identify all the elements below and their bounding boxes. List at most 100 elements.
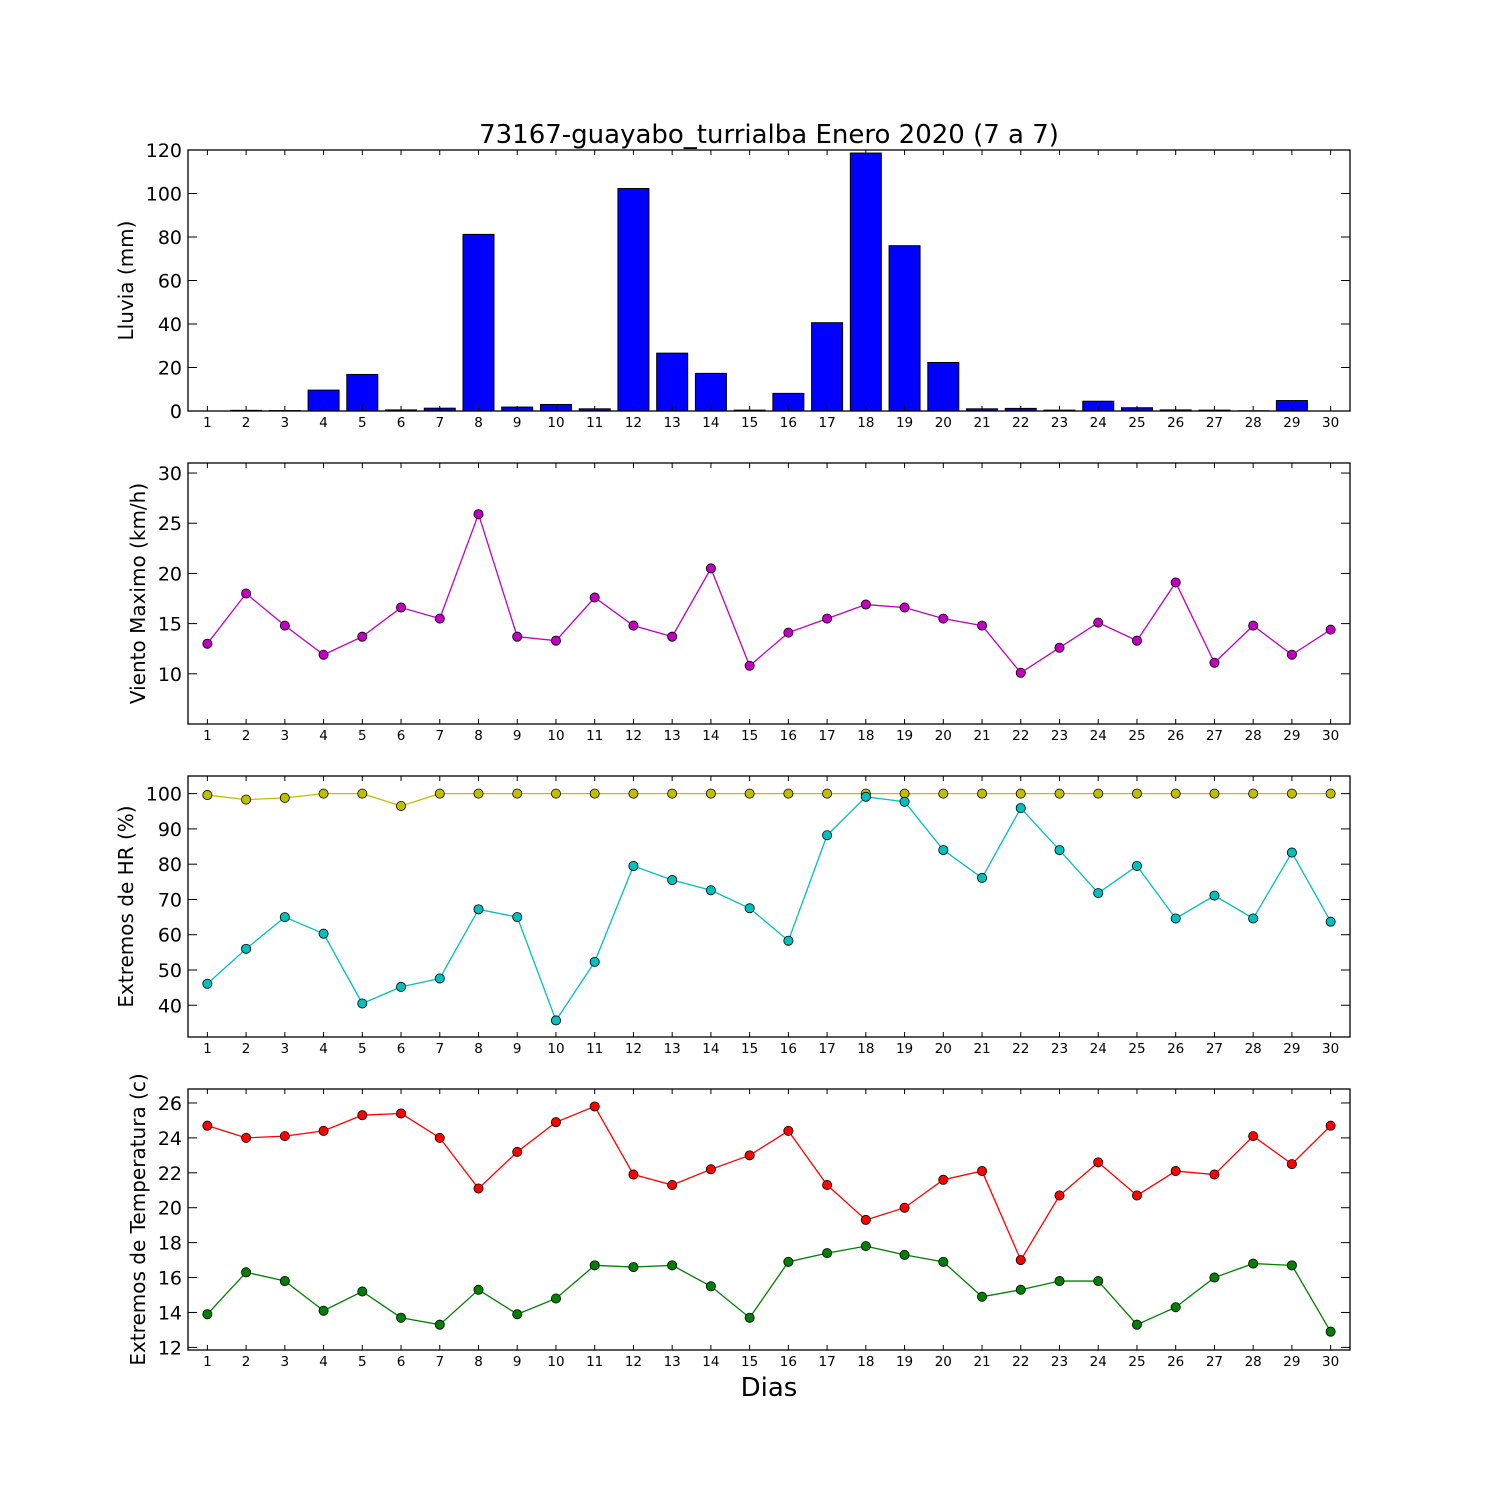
- temperature-y-tick-label: 14: [158, 1302, 182, 1324]
- rain-x-tick-label: 6: [397, 415, 406, 431]
- wind-y-tick-label: 15: [158, 614, 182, 636]
- humidity-y-tick-label: 90: [158, 819, 182, 841]
- temperature-x-tick-label: 10: [547, 1354, 564, 1370]
- temperature-series-2-point: [1170, 1302, 1181, 1313]
- wind-x-tick-label: 1: [203, 728, 212, 744]
- rain-x-tick-label: 12: [625, 415, 642, 431]
- wind-x-tick-label: 27: [1206, 728, 1223, 744]
- wind-series-1-point: [1093, 617, 1104, 628]
- wind-x-tick-label: 28: [1245, 728, 1262, 744]
- wind-x-tick-label: 29: [1283, 728, 1300, 744]
- wind-x-tick-label: 10: [547, 728, 564, 744]
- temperature-x-tick-label: 23: [1051, 1354, 1068, 1370]
- figure-title: 73167-guayabo_turrialba Enero 2020 (7 a …: [479, 120, 1059, 150]
- humidity-x-tick-label: 22: [1012, 1041, 1029, 1057]
- wind-series-1-point: [899, 602, 910, 613]
- temperature-y-tick-label: 12: [158, 1337, 182, 1359]
- rain-bar: [694, 372, 727, 412]
- humidity-x-tick-label: 15: [741, 1041, 758, 1057]
- wind-y-tick-label: 20: [158, 563, 182, 585]
- humidity-x-tick-label: 10: [547, 1041, 564, 1057]
- rain-bar: [849, 152, 882, 412]
- temperature-series-2-point: [241, 1267, 252, 1278]
- rain-y-tick-label: 40: [158, 314, 182, 336]
- temperature-series-1-point: [628, 1169, 639, 1180]
- wind-series-1-point: [1015, 667, 1026, 678]
- wind-x-tick-label: 4: [319, 728, 328, 744]
- temperature-x-tick-label: 11: [586, 1354, 603, 1370]
- humidity-series-2-point: [1054, 845, 1065, 856]
- humidity-y-axis-label: Extremos de HR (%): [114, 805, 138, 1007]
- temperature-x-tick-label: 25: [1128, 1354, 1145, 1370]
- rain-bar: [462, 233, 495, 412]
- rain-x-tick-label: 25: [1128, 415, 1145, 431]
- humidity-series-2-point: [318, 928, 329, 939]
- humidity-series-2-point: [1325, 916, 1336, 927]
- humidity-x-tick-label: 7: [435, 1041, 444, 1057]
- temperature-series-1-point: [589, 1101, 600, 1112]
- temperature-series-2-point: [396, 1312, 407, 1323]
- humidity-series-1-point: [744, 788, 755, 799]
- temperature-series-1-point: [783, 1125, 794, 1136]
- temperature-series-2-point: [318, 1305, 329, 1316]
- temperature-x-tick-label: 8: [474, 1354, 483, 1370]
- humidity-y-tick-label: 60: [158, 925, 182, 947]
- temperature-x-tick-label: 22: [1012, 1354, 1029, 1370]
- humidity-x-tick-label: 12: [625, 1041, 642, 1057]
- temperature-x-tick-label: 3: [281, 1354, 290, 1370]
- wind-x-tick-label: 14: [702, 728, 719, 744]
- humidity-x-tick-label: 11: [586, 1041, 603, 1057]
- humidity-series-2-point: [550, 1015, 561, 1026]
- humidity-series-2-point: [783, 935, 794, 946]
- humidity-x-tick-label: 14: [702, 1041, 719, 1057]
- humidity-series-1-point: [434, 788, 445, 799]
- temperature-x-tick-label: 18: [857, 1354, 874, 1370]
- wind-series-1-point: [1209, 657, 1220, 668]
- humidity-series-1-point: [705, 788, 716, 799]
- wind-y-tick-label: 10: [158, 664, 182, 686]
- rain-bar: [927, 361, 960, 412]
- temperature-x-tick-label: 21: [973, 1354, 990, 1370]
- rain-x-tick-label: 4: [319, 415, 328, 431]
- humidity-x-tick-label: 23: [1051, 1041, 1068, 1057]
- humidity-series-2-point: [1131, 860, 1142, 871]
- temperature-x-tick-label: 19: [896, 1354, 913, 1370]
- rain-x-tick-label: 10: [547, 415, 564, 431]
- wind-x-tick-label: 19: [896, 728, 913, 744]
- humidity-series-2-point: [899, 796, 910, 807]
- wind-series-1-point: [1131, 635, 1142, 646]
- rain-x-tick-label: 11: [586, 415, 603, 431]
- temperature-series-2-point: [434, 1319, 445, 1330]
- temperature-series-1-point: [434, 1132, 445, 1143]
- humidity-series-1-point: [550, 788, 561, 799]
- wind-x-tick-label: 13: [664, 728, 681, 744]
- humidity-series-2-point: [744, 903, 755, 914]
- humidity-series-2-point: [434, 973, 445, 984]
- rain-x-tick-label: 9: [513, 415, 522, 431]
- humidity-y-tick-label: 40: [158, 995, 182, 1017]
- wind-x-tick-label: 25: [1128, 728, 1145, 744]
- rain-x-tick-label: 2: [242, 415, 251, 431]
- wind-x-tick-label: 21: [973, 728, 990, 744]
- humidity-series-2-point: [977, 872, 988, 883]
- wind-x-tick-label: 24: [1090, 728, 1107, 744]
- humidity-x-tick-label: 2: [242, 1041, 251, 1057]
- wind-series-1-point: [667, 631, 678, 642]
- rain-bar: [888, 245, 921, 412]
- humidity-x-tick-label: 3: [281, 1041, 290, 1057]
- temperature-series-1-point: [1015, 1255, 1026, 1266]
- wind-x-tick-label: 11: [586, 728, 603, 744]
- temperature-series-1-point: [1209, 1169, 1220, 1180]
- temperature-series-2-point: [667, 1260, 678, 1271]
- humidity-series-1-point: [1325, 788, 1336, 799]
- wind-series-1-point: [1248, 620, 1259, 631]
- humidity-series-2-point: [822, 830, 833, 841]
- wind-series-1-point: [279, 620, 290, 631]
- humidity-series-2-point: [860, 791, 871, 802]
- temperature-series-1-point: [357, 1110, 368, 1121]
- humidity-x-tick-label: 21: [973, 1041, 990, 1057]
- humidity-series-1-point: [1209, 788, 1220, 799]
- humidity-series-2-point: [705, 885, 716, 896]
- humidity-x-tick-label: 8: [474, 1041, 483, 1057]
